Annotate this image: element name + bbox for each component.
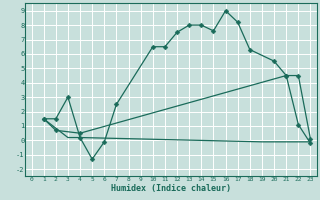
X-axis label: Humidex (Indice chaleur): Humidex (Indice chaleur)	[111, 184, 231, 193]
